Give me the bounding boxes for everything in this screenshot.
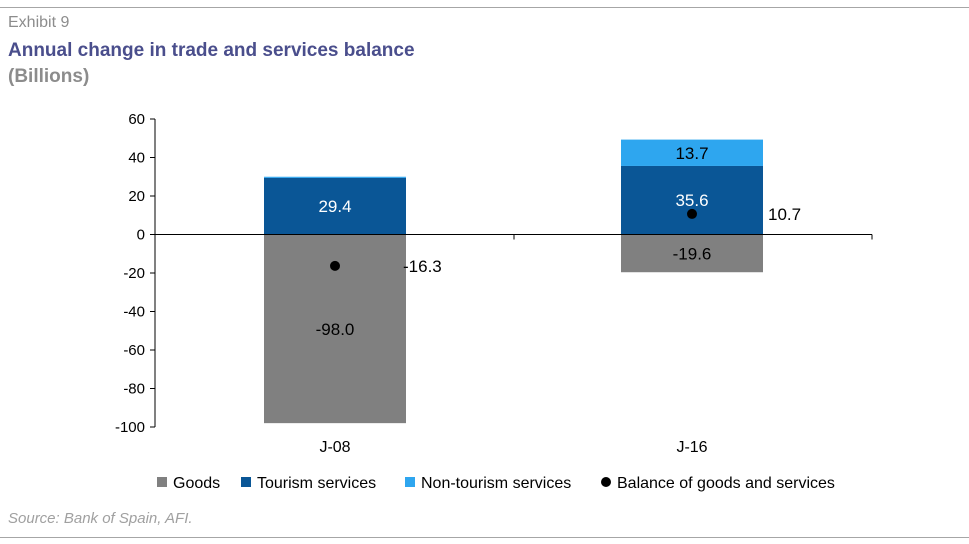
y-tick-label: 40 xyxy=(128,150,145,167)
balance-data-label: -16.3 xyxy=(403,257,442,276)
legend-swatch xyxy=(241,477,251,487)
legend-label: Non-tourism services xyxy=(421,475,571,492)
bar-data-label: 29.4 xyxy=(318,197,351,216)
legend-label: Balance of goods and services xyxy=(617,475,835,492)
bar-non-tourism-services xyxy=(621,139,763,166)
chart-title: Annual change in trade and services bala… xyxy=(8,40,415,61)
balance-marker xyxy=(687,208,697,219)
balance-data-label: 10.7 xyxy=(768,205,801,224)
legend-swatch xyxy=(405,477,415,487)
bar-data-label: -98.0 xyxy=(316,320,355,339)
bar-goods xyxy=(621,234,763,273)
y-tick-label: -80 xyxy=(123,381,145,398)
legend-label: Goods xyxy=(173,475,220,492)
bar-tourism-services xyxy=(621,165,763,235)
bar-tourism-services xyxy=(264,177,406,235)
bar-data-label: 35.6 xyxy=(675,191,708,210)
y-tick-label: 20 xyxy=(128,188,145,205)
y-tick-label: -20 xyxy=(123,265,145,282)
top-rule xyxy=(0,7,969,8)
legend-label: Tourism services xyxy=(257,475,376,492)
legend-swatch xyxy=(601,477,611,487)
chart-subtitle: (Billions) xyxy=(8,66,90,87)
exhibit-number: Exhibit 9 xyxy=(8,14,70,31)
bar-data-label: 13.7 xyxy=(675,144,708,163)
bottom-rule xyxy=(0,537,969,538)
y-tick-label: 0 xyxy=(137,227,145,244)
bar-non-tourism-services xyxy=(264,176,406,178)
y-tick-label: -100 xyxy=(115,419,145,436)
balance-marker xyxy=(330,260,340,271)
x-category-label: J-16 xyxy=(676,439,707,456)
legend-swatch xyxy=(157,477,167,487)
y-tick-label: -60 xyxy=(123,342,145,359)
bar-data-label: -19.6 xyxy=(673,244,712,263)
y-tick-label: -40 xyxy=(123,304,145,321)
y-tick-label: 60 xyxy=(128,111,145,128)
x-category-label: J-08 xyxy=(319,439,350,456)
source-note: Source: Bank of Spain, AFI. xyxy=(8,510,193,527)
